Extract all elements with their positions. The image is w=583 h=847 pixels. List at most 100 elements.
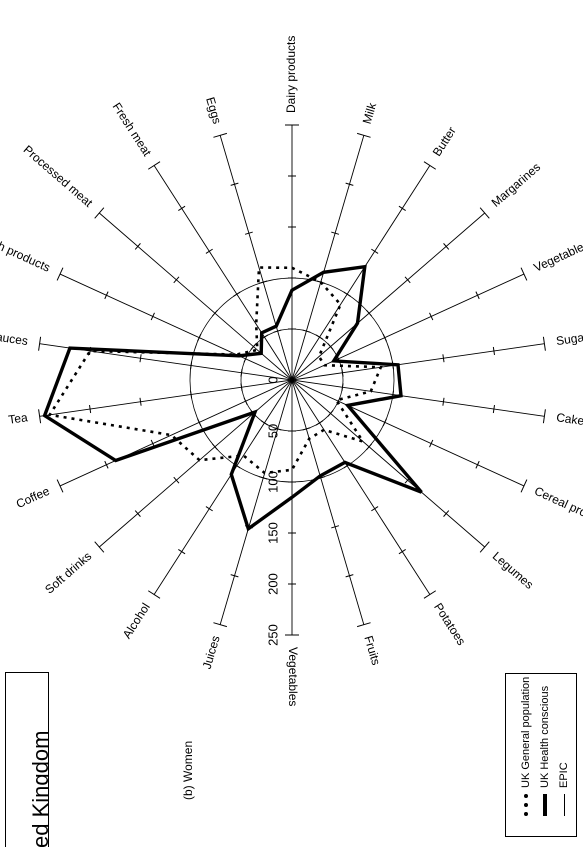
axis-tick: [230, 574, 239, 578]
axis-tick: [94, 207, 105, 219]
axis-tick: [429, 312, 434, 321]
category-label: Dairy products: [284, 36, 298, 113]
axis-line: [153, 165, 293, 381]
legend-item-epic: EPIC: [558, 762, 570, 816]
axis-tick: [213, 622, 228, 628]
axis-line: [291, 379, 431, 595]
axis-tick: [260, 420, 269, 426]
series-dotted: [47, 266, 383, 475]
axis-tick: [542, 336, 546, 351]
chart-grid: [38, 124, 546, 636]
legend-swatch-dotted: [524, 794, 528, 816]
axis-tick: [104, 291, 109, 300]
axis-tick: [442, 354, 445, 363]
axis-tick: [442, 397, 445, 406]
axis-tick: [205, 248, 213, 254]
axis-tick: [259, 476, 268, 480]
axis-tick: [345, 182, 354, 186]
axis-tick: [443, 510, 450, 517]
axis-tick: [356, 622, 371, 628]
axis-tick: [189, 361, 193, 370]
axis-tick: [542, 409, 546, 424]
category-label: Margarines: [489, 160, 544, 210]
category-label: Cereal products: [532, 484, 583, 532]
category-label: Milk: [360, 100, 380, 125]
axis-tick: [56, 267, 64, 281]
category-label: Sauces: [0, 329, 29, 349]
axis-tick: [230, 182, 239, 186]
radial-tick-label: 150: [265, 522, 280, 544]
category-label: Coffee: [14, 484, 52, 511]
axis-tick: [147, 590, 161, 599]
category-label: Tea: [7, 410, 28, 427]
axis-line: [291, 379, 525, 487]
category-label: Cakes: [555, 410, 583, 429]
axis-tick: [366, 309, 373, 317]
axis-tick: [479, 541, 490, 553]
axis-tick: [315, 420, 324, 426]
axis-tick: [398, 205, 406, 211]
legend-label: UK Health conscious: [539, 685, 551, 788]
axis-line: [291, 135, 365, 381]
axis-tick: [443, 243, 450, 250]
axis-tick: [429, 439, 434, 448]
axis-tick: [479, 207, 490, 219]
axis-tick: [240, 383, 243, 392]
axis-tick: [423, 590, 437, 599]
axis-tick: [197, 333, 202, 342]
series-thick: [42, 264, 423, 532]
axis-tick: [244, 231, 253, 235]
axis-tick: [233, 291, 241, 297]
axis-tick: [331, 525, 340, 529]
axis-tick: [371, 506, 379, 512]
axis-tick: [94, 541, 105, 553]
axis-tick: [38, 409, 42, 424]
axis-tick: [178, 205, 186, 211]
axis-tick: [259, 280, 268, 284]
axis-tick: [250, 343, 257, 350]
axis-tick: [371, 248, 379, 254]
axis-line: [291, 379, 486, 548]
axis-tick: [273, 427, 282, 431]
axis-tick: [173, 476, 180, 484]
axis-line: [291, 212, 486, 381]
category-label: Sugar products: [555, 323, 583, 348]
category-label: Potatoes: [431, 600, 468, 647]
legend-swatch-thin: [563, 794, 565, 816]
axis-tick: [150, 312, 155, 321]
chart-series: [42, 264, 423, 532]
axis-line: [291, 379, 365, 625]
axis-tick: [331, 231, 340, 235]
axis-line: [39, 379, 293, 417]
axis-tick: [327, 343, 334, 350]
axis-tick: [356, 132, 371, 138]
panel-label: (b) Women: [181, 740, 195, 800]
axis-line: [219, 135, 293, 381]
axis-tick: [197, 418, 202, 427]
axis-line: [59, 273, 293, 381]
category-label: Fresh meat: [110, 100, 155, 159]
axis-tick: [382, 333, 387, 342]
category-label: Vegetable oils: [532, 231, 583, 275]
axis-tick: [475, 291, 480, 300]
legend-swatch-thick: [543, 794, 547, 816]
axis-line: [98, 379, 293, 548]
axis-tick: [382, 418, 387, 427]
axis-tick: [315, 334, 324, 340]
axis-tick: [139, 354, 142, 363]
axis-line: [153, 379, 293, 595]
radial-tick-label: 0: [265, 376, 280, 383]
axis-tick: [492, 346, 495, 355]
axis-tick: [134, 510, 141, 517]
legend: UK General population UK Health consciou…: [505, 673, 577, 837]
category-label: Eggs: [203, 95, 224, 125]
axis-tick: [56, 479, 64, 493]
axis-tick: [240, 368, 243, 377]
axis-tick: [134, 243, 141, 250]
axis-tick: [213, 132, 228, 138]
axis-tick: [243, 397, 248, 406]
axis-tick: [475, 460, 480, 469]
category-label: Juices: [200, 634, 223, 671]
chart-labels: Dairy products Milk Butter Margarines Vegeta…: [0, 36, 583, 707]
